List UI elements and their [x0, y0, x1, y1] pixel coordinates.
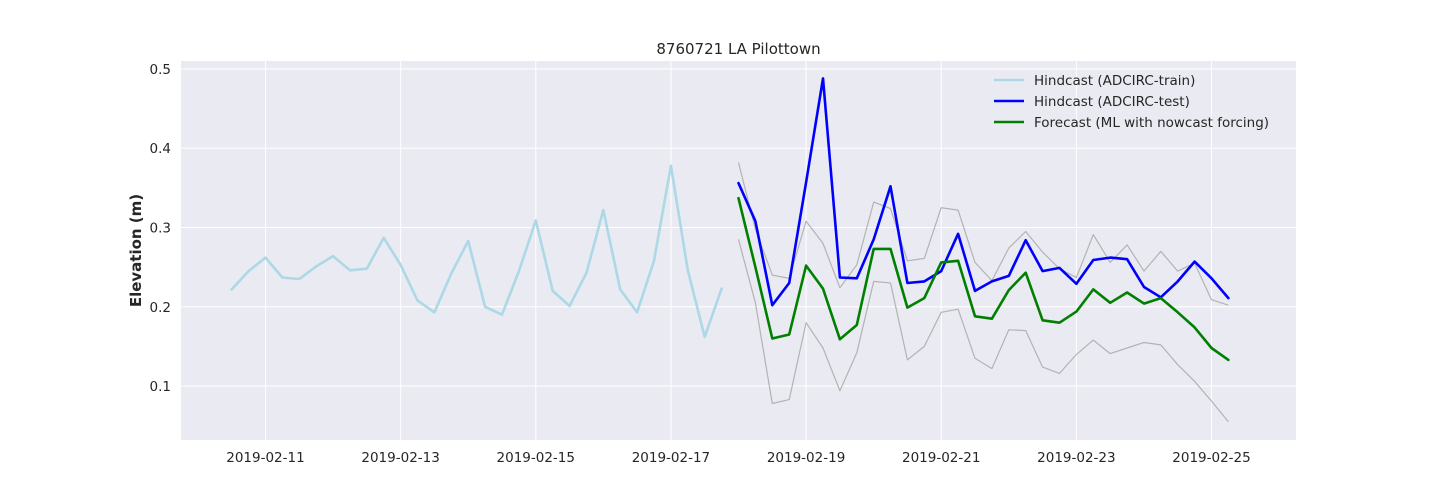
plot-area	[181, 61, 1296, 440]
legend-label: Hindcast (ADCIRC-train)	[1034, 73, 1195, 89]
uncertainty-bands	[737, 162, 1229, 423]
x-tick-label: 2019-02-19	[767, 450, 845, 466]
x-tick-label: 2019-02-15	[497, 450, 575, 466]
x-tick-label: 2019-02-21	[902, 450, 980, 466]
y-tick-label: 0.4	[150, 141, 171, 157]
test-hindcast-line	[737, 77, 1230, 307]
legend-label: Forecast (ML with nowcast forcing)	[1034, 115, 1269, 131]
y-tick-label: 0.3	[150, 221, 171, 237]
y-tick-label: 0.5	[150, 62, 171, 78]
y-axis-ticks: 0.1 0.2 0.3 0.4 0.5	[150, 62, 171, 395]
x-axis-ticks: 2019-02-11 2019-02-13 2019-02-15 2019-02-17…	[226, 450, 1251, 466]
y-axis-label: Elevation (m)	[127, 194, 145, 307]
forecast-line	[737, 196, 1230, 362]
train-hindcast-line	[230, 164, 723, 339]
x-tick-label: 2019-02-17	[632, 450, 710, 466]
band-upper-line	[737, 162, 1229, 306]
legend: Hindcast (ADCIRC-train) Hindcast (ADCIRC-…	[994, 73, 1269, 131]
series-lines	[230, 77, 1230, 362]
y-tick-label: 0.2	[150, 300, 171, 316]
band-lower-line	[737, 239, 1229, 423]
legend-label: Hindcast (ADCIRC-test)	[1034, 94, 1190, 110]
x-tick-label: 2019-02-23	[1037, 450, 1115, 466]
x-tick-label: 2019-02-13	[361, 450, 439, 466]
x-tick-label: 2019-02-11	[226, 450, 304, 466]
grid-lines	[181, 61, 1296, 440]
y-tick-label: 0.1	[150, 379, 171, 395]
x-tick-label: 2019-02-25	[1172, 450, 1250, 466]
chart-title: 8760721 LA Pilottown	[656, 40, 820, 58]
